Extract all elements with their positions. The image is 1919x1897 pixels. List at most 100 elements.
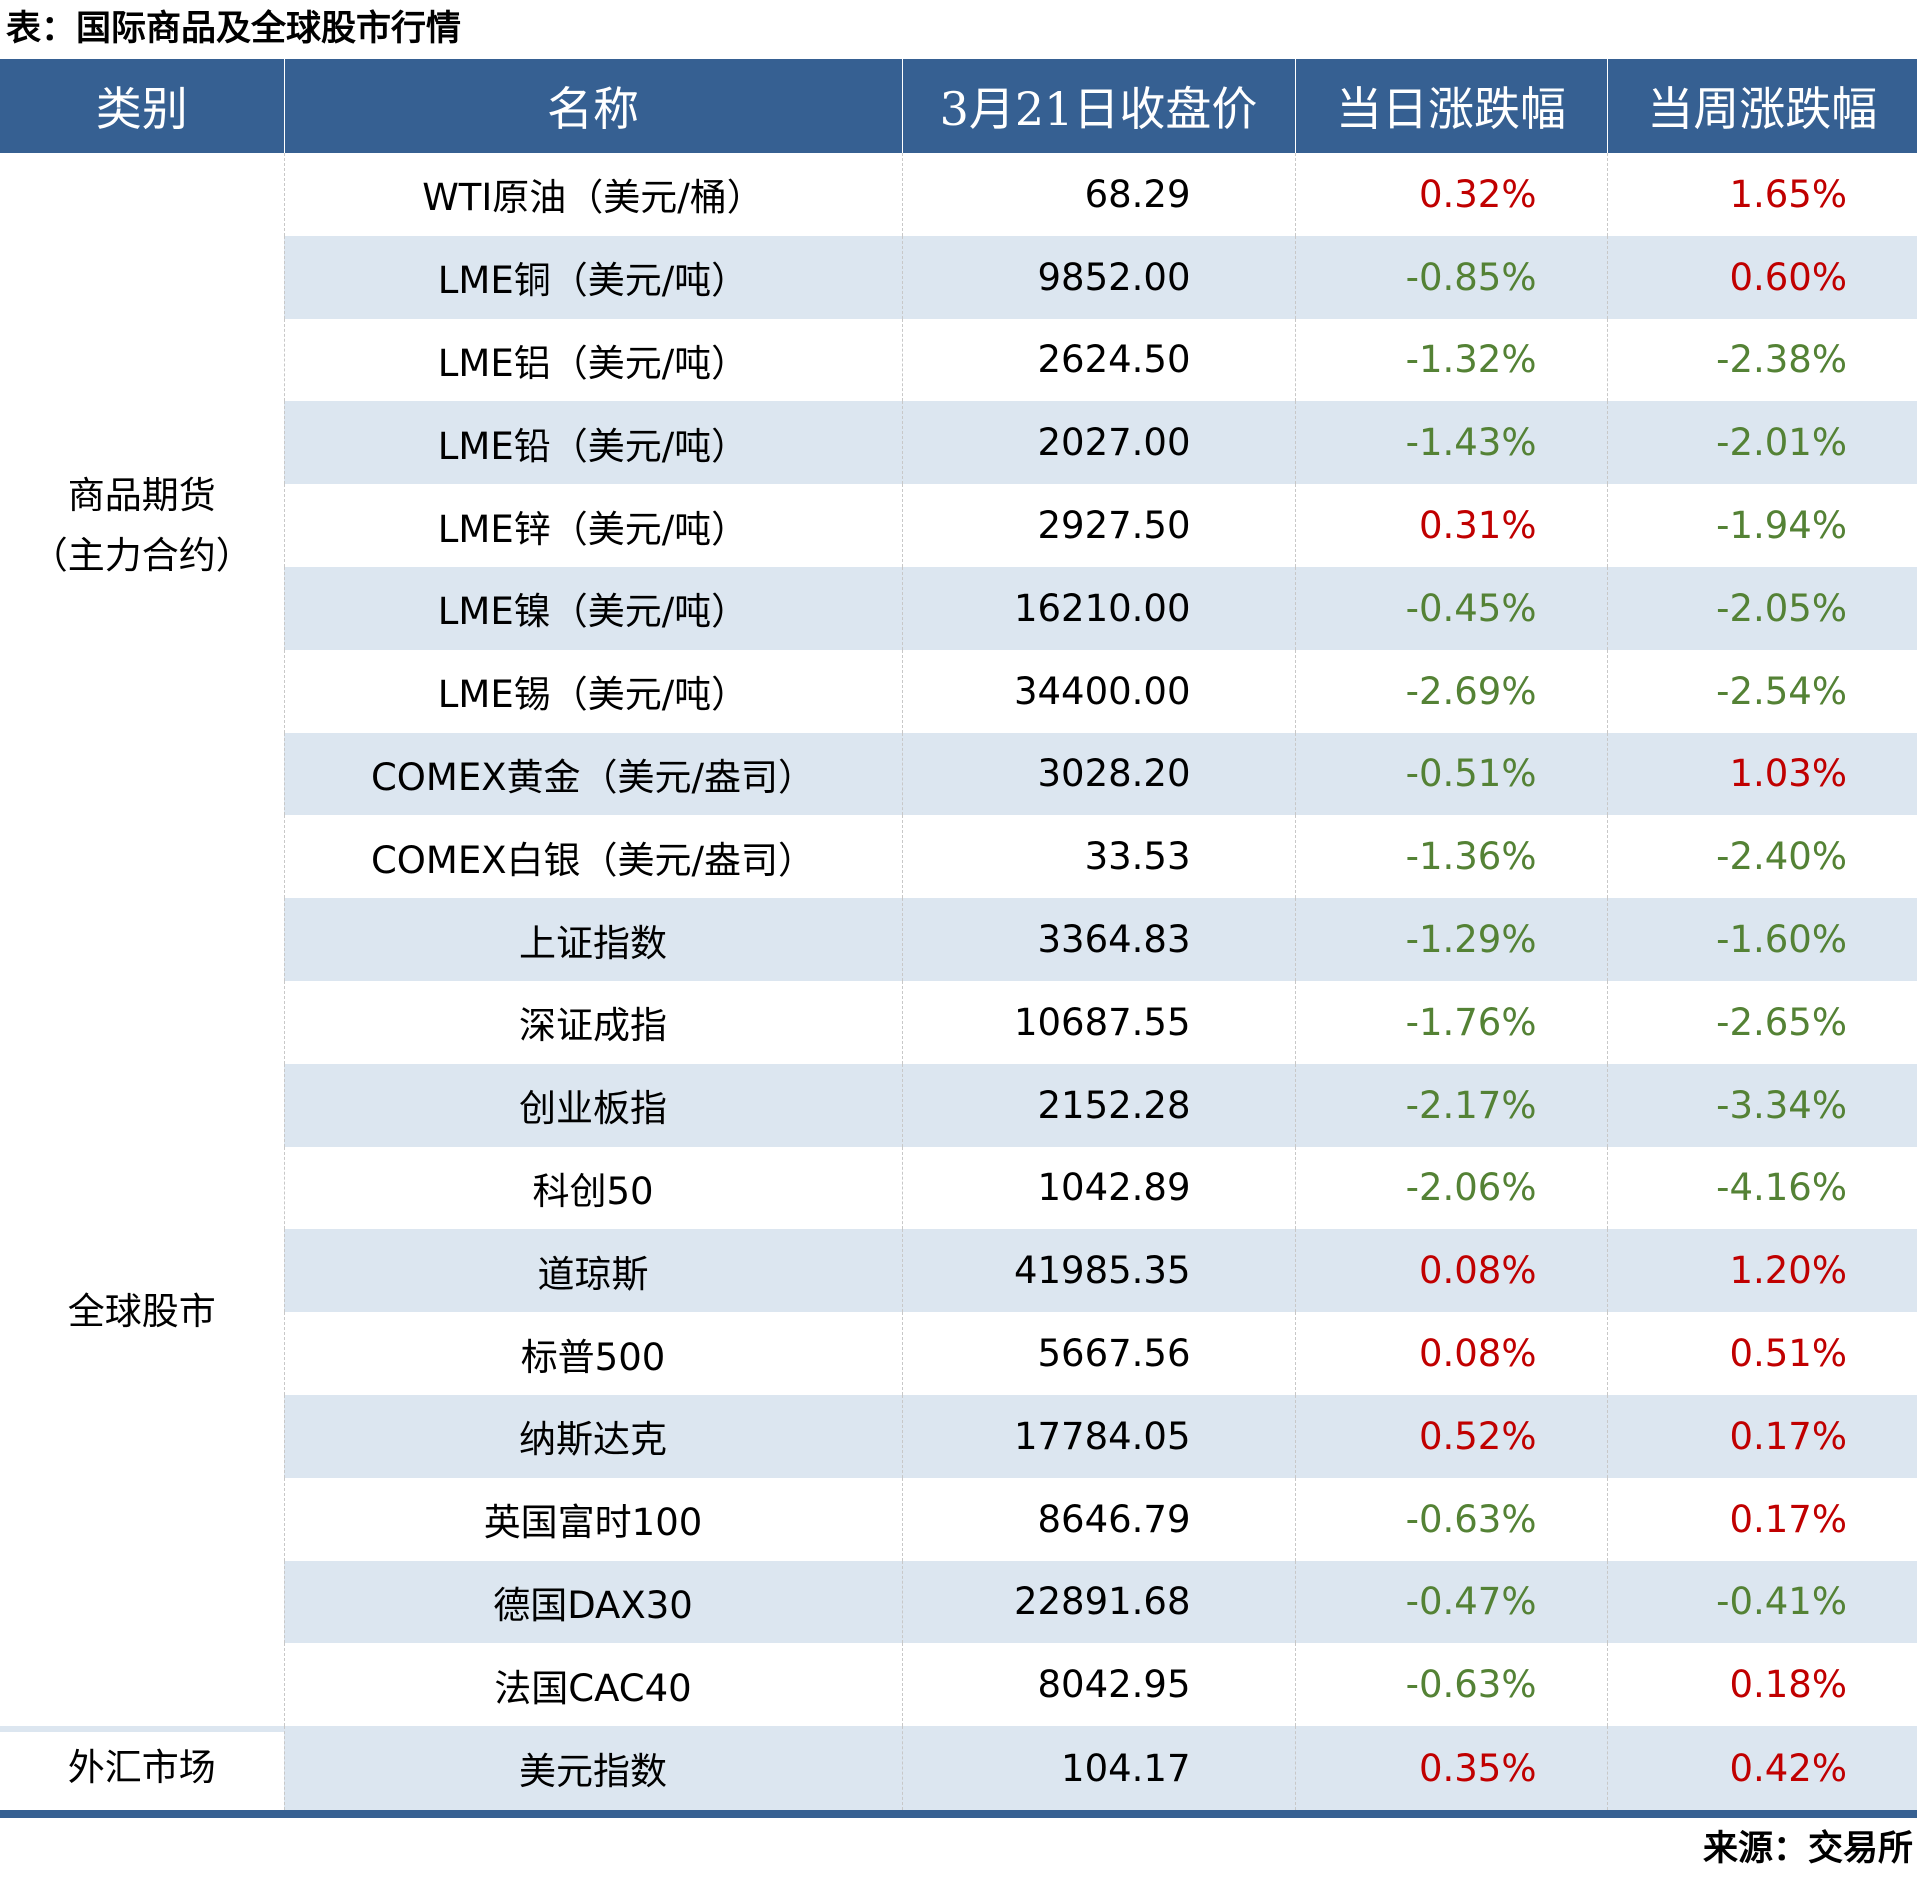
- name-cell: LME铅（美元/吨）: [283, 401, 902, 485]
- week-change-cell: 0.17%: [1606, 1394, 1917, 1478]
- close-cell: 33.53: [901, 815, 1295, 899]
- close-cell: 8646.79: [901, 1477, 1295, 1561]
- close-cell: 5667.56: [901, 1312, 1295, 1395]
- table-title: 表：国际商品及全球股市行情: [6, 9, 462, 49]
- day-change-cell: -1.76%: [1294, 980, 1607, 1064]
- week-change-cell: -3.34%: [1606, 1063, 1917, 1147]
- table-row: 标普500 5667.56 0.08% 0.51%: [0, 1312, 1917, 1395]
- table-row: LME铜（美元/吨） 9852.00 -0.85% 0.60%: [0, 235, 1917, 319]
- day-change-cell: 0.35%: [1294, 1726, 1607, 1819]
- close-cell: 41985.35: [901, 1229, 1295, 1313]
- header-row: 类别 名称 3月21日收盘价 当日涨跌幅 当周涨跌幅: [0, 59, 1917, 153]
- close-cell: 10687.55: [901, 980, 1295, 1064]
- name-cell: LME铝（美元/吨）: [283, 318, 902, 402]
- close-cell: 34400.00: [901, 649, 1295, 733]
- table-row: 深证成指 10687.55 -1.76% -2.65%: [0, 980, 1917, 1064]
- table-row: 商品期货 （主力合约） WTI原油（美元/桶） 68.29 0.32% 1.65%: [0, 153, 1917, 899]
- close-cell: 17784.05: [901, 1394, 1295, 1478]
- header-close: 3月21日收盘价: [901, 59, 1295, 153]
- table-row: LME镍（美元/吨） 16210.00 -0.45% -2.05%: [0, 566, 1917, 650]
- day-change-cell: 0.52%: [1294, 1394, 1607, 1478]
- name-cell: 标普500: [283, 1312, 902, 1395]
- table-row: 外汇市场 美元指数 104.17 0.35% 0.42%: [0, 1726, 1917, 1819]
- week-change-cell: -1.94%: [1606, 484, 1917, 567]
- table-row: 道琼斯 41985.35 0.08% 1.20%: [0, 1229, 1917, 1313]
- name-cell: 纳斯达克: [283, 1394, 902, 1478]
- week-change-cell: -2.54%: [1606, 649, 1917, 733]
- table-row: 全球股市 上证指数 3364.83 -1.29% -1.60%: [0, 898, 1917, 1727]
- week-change-cell: -4.16%: [1606, 1146, 1917, 1230]
- name-cell: WTI原油（美元/桶）: [283, 153, 902, 236]
- week-change-cell: 0.42%: [1606, 1726, 1917, 1819]
- close-cell: 1042.89: [901, 1146, 1295, 1230]
- close-cell: 2027.00: [901, 401, 1295, 485]
- day-change-cell: -0.63%: [1294, 1643, 1607, 1727]
- week-change-cell: 1.03%: [1606, 732, 1917, 816]
- day-change-cell: -2.06%: [1294, 1146, 1607, 1230]
- header-category: 类别: [0, 59, 284, 153]
- close-cell: 9852.00: [901, 235, 1295, 319]
- week-change-cell: -2.05%: [1606, 566, 1917, 650]
- close-cell: 22891.68: [901, 1560, 1295, 1644]
- close-cell: 68.29: [901, 153, 1295, 236]
- source-note: 来源：交易所: [1702, 1829, 1913, 1869]
- table-row: 法国CAC40 8042.95 -0.63% 0.18%: [0, 1643, 1917, 1727]
- name-cell: 深证成指: [283, 980, 902, 1064]
- name-cell: LME铜（美元/吨）: [283, 235, 902, 319]
- week-change-cell: -2.65%: [1606, 980, 1917, 1064]
- close-cell: 2624.50: [901, 318, 1295, 402]
- week-change-cell: 0.18%: [1606, 1643, 1917, 1727]
- day-change-cell: 0.08%: [1294, 1229, 1607, 1313]
- close-cell: 8042.95: [901, 1643, 1295, 1727]
- market-table: 类别 名称 3月21日收盘价 当日涨跌幅 当周涨跌幅 商品期货 （主力合约） WT…: [0, 59, 1917, 1819]
- table-row: LME铝（美元/吨） 2624.50 -1.32% -2.38%: [0, 318, 1917, 402]
- table-row: LME锡（美元/吨） 34400.00 -2.69% -2.54%: [0, 649, 1917, 733]
- day-change-cell: -0.45%: [1294, 566, 1607, 650]
- week-change-cell: 1.65%: [1606, 153, 1917, 236]
- day-change-cell: -0.63%: [1294, 1477, 1607, 1561]
- week-change-cell: -2.40%: [1606, 815, 1917, 899]
- category-cell: 全球股市: [0, 898, 284, 1727]
- name-cell: 法国CAC40: [283, 1643, 902, 1727]
- close-cell: 104.17: [901, 1726, 1295, 1819]
- name-cell: 德国DAX30: [283, 1560, 902, 1644]
- table-row: COMEX白银（美元/盎司） 33.53 -1.36% -2.40%: [0, 815, 1917, 899]
- table-row: 创业板指 2152.28 -2.17% -3.34%: [0, 1063, 1917, 1147]
- day-change-cell: 0.08%: [1294, 1312, 1607, 1395]
- category-cell: 外汇市场: [0, 1726, 284, 1819]
- day-change-cell: -2.17%: [1294, 1063, 1607, 1147]
- close-cell: 3364.83: [901, 898, 1295, 981]
- name-cell: LME锡（美元/吨）: [283, 649, 902, 733]
- day-change-cell: 0.31%: [1294, 484, 1607, 567]
- table-row: 科创50 1042.89 -2.06% -4.16%: [0, 1146, 1917, 1230]
- header-day-change: 当日涨跌幅: [1294, 59, 1607, 153]
- table-row: LME铅（美元/吨） 2027.00 -1.43% -2.01%: [0, 401, 1917, 485]
- table-row: 英国富时100 8646.79 -0.63% 0.17%: [0, 1477, 1917, 1561]
- week-change-cell: -0.41%: [1606, 1560, 1917, 1644]
- day-change-cell: -0.51%: [1294, 732, 1607, 816]
- name-cell: LME镍（美元/吨）: [283, 566, 902, 650]
- category-cell: 商品期货 （主力合约）: [0, 153, 284, 899]
- week-change-cell: -2.01%: [1606, 401, 1917, 485]
- header-week-change: 当周涨跌幅: [1606, 59, 1917, 153]
- table-row: 纳斯达克 17784.05 0.52% 0.17%: [0, 1394, 1917, 1478]
- name-cell: 美元指数: [283, 1726, 902, 1819]
- day-change-cell: 0.32%: [1294, 153, 1607, 236]
- name-cell: COMEX白银（美元/盎司）: [283, 815, 902, 899]
- day-change-cell: -1.32%: [1294, 318, 1607, 402]
- table-row: 德国DAX30 22891.68 -0.47% -0.41%: [0, 1560, 1917, 1644]
- day-change-cell: -1.29%: [1294, 898, 1607, 981]
- name-cell: LME锌（美元/吨）: [283, 484, 902, 567]
- week-change-cell: 0.17%: [1606, 1477, 1917, 1561]
- week-change-cell: 0.51%: [1606, 1312, 1917, 1395]
- header-name: 名称: [283, 59, 902, 153]
- close-cell: 3028.20: [901, 732, 1295, 816]
- table-row: COMEX黄金（美元/盎司） 3028.20 -0.51% 1.03%: [0, 732, 1917, 816]
- day-change-cell: -1.43%: [1294, 401, 1607, 485]
- day-change-cell: -0.85%: [1294, 235, 1607, 319]
- week-change-cell: -1.60%: [1606, 898, 1917, 981]
- week-change-cell: -2.38%: [1606, 318, 1917, 402]
- name-cell: 上证指数: [283, 898, 902, 981]
- name-cell: 道琼斯: [283, 1229, 902, 1313]
- name-cell: 创业板指: [283, 1063, 902, 1147]
